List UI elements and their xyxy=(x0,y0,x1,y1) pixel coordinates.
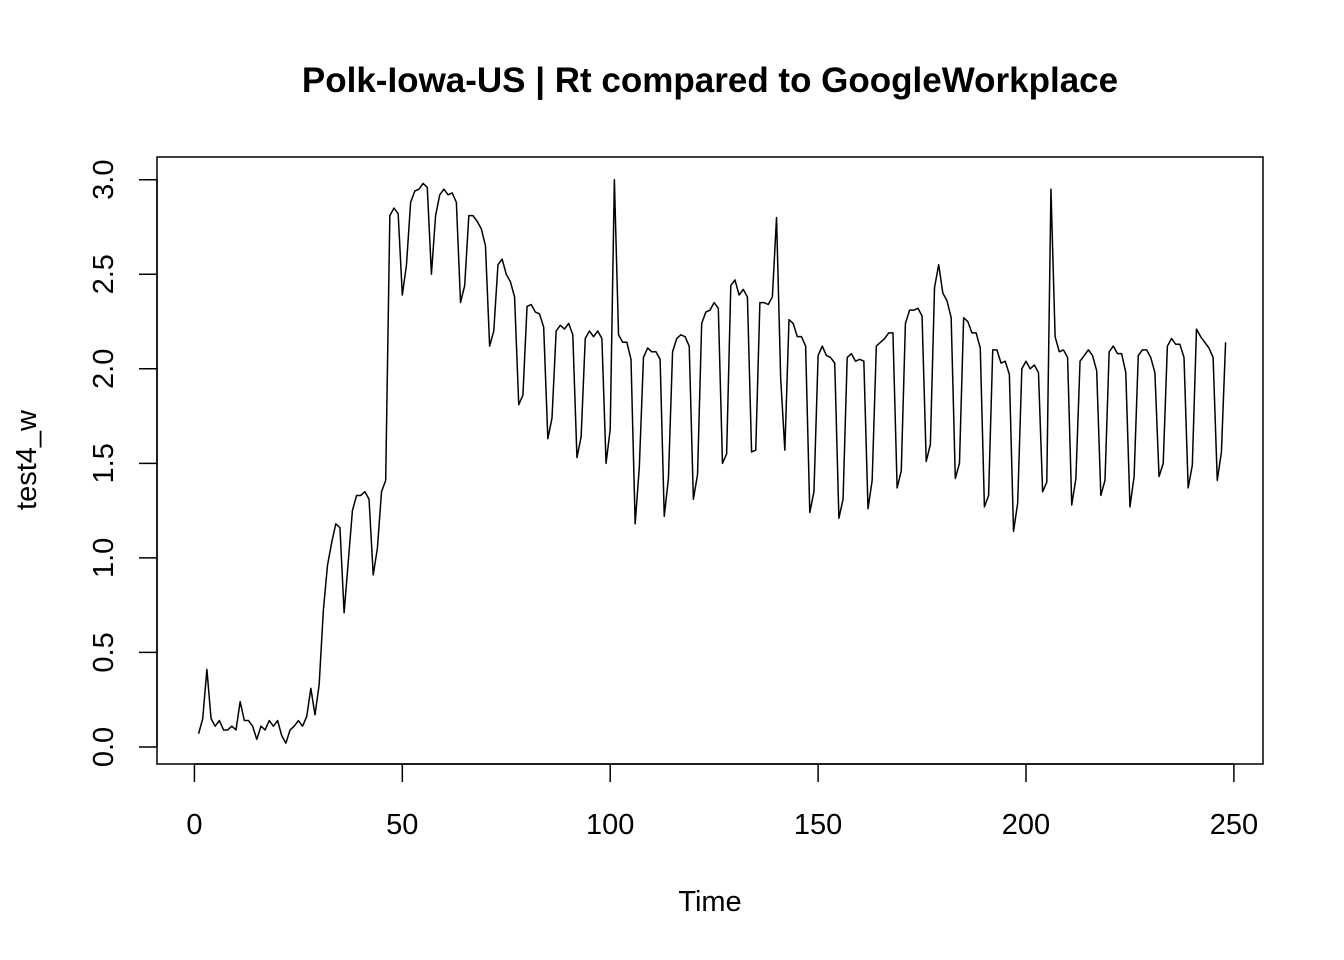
x-tick-label: 100 xyxy=(586,809,634,841)
series-line xyxy=(197,178,1227,744)
y-tick-label: 3.0 xyxy=(88,160,120,200)
x-tick-label: 50 xyxy=(386,809,418,841)
y-axis-label: test4_w xyxy=(11,409,43,510)
y-axis: 0.0 0.5 1.0 1.5 2.0 2.5 3.0 xyxy=(88,160,158,767)
x-axis-label: Time xyxy=(678,886,741,918)
x-tick-label: 200 xyxy=(1002,809,1050,841)
y-tick-label: 1.5 xyxy=(88,443,120,483)
y-tick-label: 0.0 xyxy=(88,727,120,767)
x-tick-label: 150 xyxy=(794,809,842,841)
y-tick-label: 1.0 xyxy=(88,538,120,578)
y-tick-label: 2.5 xyxy=(88,254,120,294)
y-tick-label: 0.5 xyxy=(88,632,120,672)
x-axis: 0 50 100 150 200 250 xyxy=(186,763,1258,841)
chart-title: Polk-Iowa-US | Rt compared to GoogleWork… xyxy=(302,61,1118,100)
x-tick-label: 250 xyxy=(1210,809,1258,841)
x-tick-label: 0 xyxy=(186,809,202,841)
y-tick-label: 2.0 xyxy=(88,349,120,389)
